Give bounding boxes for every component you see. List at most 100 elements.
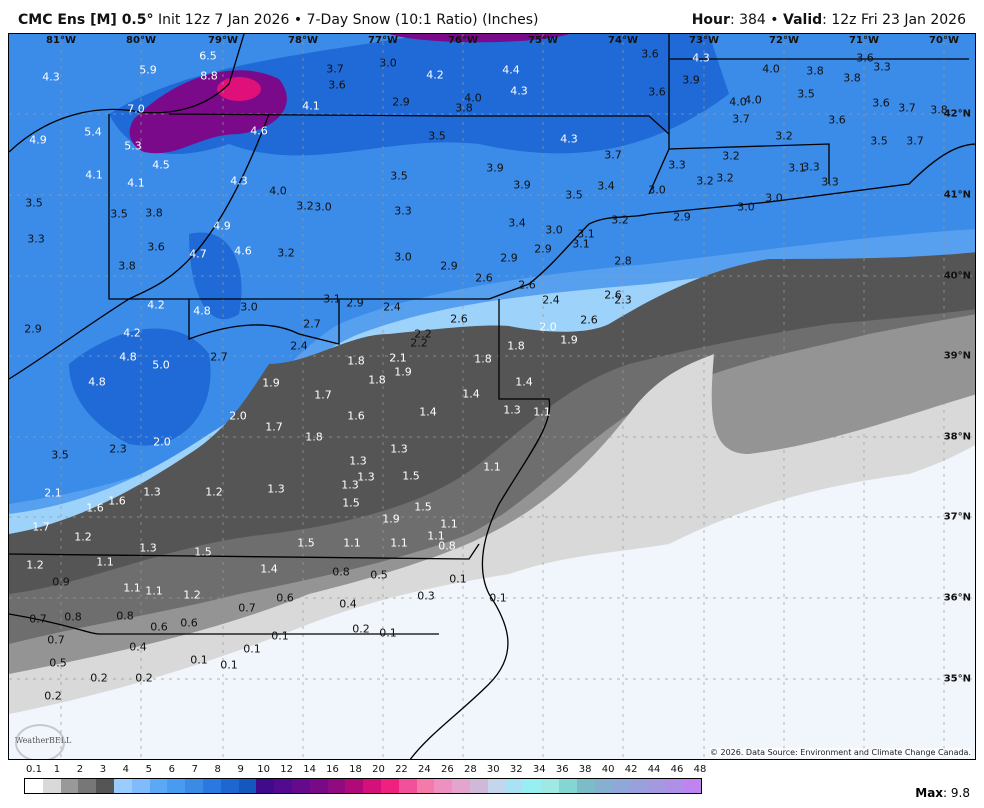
snowfall-value: 3.5	[390, 169, 408, 183]
snowfall-value: 3.3	[668, 158, 686, 172]
snowfall-value: 3.8	[118, 259, 136, 273]
snowfall-value: 3.4	[508, 216, 526, 230]
snowfall-value: 0.8	[64, 610, 82, 624]
snowfall-value: 3.0	[394, 250, 412, 264]
colorbar-tick-label: 1	[53, 764, 61, 775]
snowfall-value: 0.4	[129, 640, 147, 654]
snowfall-value: 2.9	[534, 242, 552, 256]
colorbar-swatch	[42, 779, 61, 793]
snowfall-value: 5.4	[84, 125, 102, 139]
snowfall-value: 3.0	[545, 223, 563, 237]
snowfall-value: 6.5	[199, 49, 217, 63]
colorbar-tick-label: 26	[441, 764, 454, 775]
snowfall-value: 2.1	[389, 351, 407, 365]
colorbar-tick-label: 5	[145, 764, 152, 775]
colorbar-tick-label: 20	[372, 764, 385, 775]
weatherbell-logo: WeatherBELL	[15, 724, 71, 759]
snowfall-value: 2.6	[580, 313, 598, 327]
md-va-border	[188, 299, 340, 345]
colorbar-swatch	[274, 779, 292, 793]
colorbar-tick-label: 3	[99, 764, 107, 775]
snowfall-map[interactable]: 81°W 80°W 79°W 78°W 77°W 76°W 75°W 74°W 73°W 72°W…	[8, 33, 976, 760]
snowfall-value: 1.2	[26, 558, 44, 572]
snowfall-value: 3.9	[682, 73, 700, 87]
snowfall-value: 4.3	[230, 174, 248, 188]
colorbar-swatch	[25, 779, 43, 793]
snowfall-value: 3.7	[732, 112, 750, 126]
field-near-zero	[9, 445, 975, 759]
snowfall-value: 1.1	[440, 517, 458, 531]
snowfall-value: 0.8	[438, 539, 456, 553]
snowfall-value: 3.2	[722, 149, 740, 163]
va-nc-border	[9, 543, 480, 635]
snowfall-value: 4.9	[29, 133, 47, 147]
snowfall-value: 2.7	[303, 317, 321, 331]
colorbar-swatch	[683, 779, 702, 793]
field-heavy-snow	[129, 34, 569, 154]
snowfall-value: 2.4	[542, 293, 560, 307]
snowfall-value: 1.7	[314, 388, 332, 402]
separator: •	[293, 12, 303, 28]
longitude-label: 73°W	[689, 35, 719, 46]
colorbar-swatch	[452, 779, 470, 793]
colorbar-tick-label: 4	[122, 764, 130, 775]
logo-swirl-icon	[15, 724, 65, 759]
colorbar-swatch	[523, 779, 542, 793]
snowfall-value: 1.8	[305, 430, 323, 444]
snowfall-value: 2.0	[229, 409, 247, 423]
snowfall-value: 3.5	[870, 134, 888, 148]
snowfall-value: 1.8	[474, 352, 492, 366]
colorbar-tick-label: 2	[76, 764, 84, 775]
snowfall-value: 1.3	[341, 478, 359, 492]
field-blue-dark	[69, 34, 729, 446]
colorbar	[24, 778, 702, 794]
snowfall-value: 1.3	[267, 482, 285, 496]
separator: •	[770, 12, 779, 28]
latitude-label: 38°N	[943, 431, 971, 443]
snowfall-value: 3.5	[25, 196, 43, 210]
snowfall-value: 1.1	[96, 555, 114, 569]
colorbar-tick-label: 6	[168, 764, 175, 775]
colorbar-swatch	[149, 779, 168, 793]
colorbar-swatch	[256, 779, 275, 793]
colorbar-swatch	[576, 779, 595, 793]
snowfall-value: 3.5	[110, 207, 128, 221]
snowfall-value: 3.0	[379, 56, 397, 70]
snowfall-value: 4.1	[85, 168, 103, 182]
longitude-label: 81°W	[46, 35, 76, 46]
snowfall-value: 1.1	[123, 581, 141, 595]
latitude-label: 41°N	[943, 189, 971, 201]
snowfall-value: 4.8	[119, 350, 137, 364]
max-value: Max: 9.8	[915, 786, 970, 800]
longitude-label: 77°W	[368, 35, 398, 46]
colorbar-swatch	[363, 779, 381, 793]
snowfall-value: 3.6	[147, 240, 165, 254]
snowfall-value: 0.1	[271, 629, 289, 643]
snowfall-value: 0.6	[180, 616, 198, 630]
snowfall-value: 1.3	[139, 541, 157, 555]
colorbar-tick-label: 9	[237, 764, 244, 775]
snowfall-value: 0.2	[135, 671, 153, 685]
copyright-notice: © 2026. Data Source: Environment and Cli…	[709, 748, 971, 757]
snowfall-value: 1.3	[390, 442, 408, 456]
colorbar-tick-label: 42	[624, 764, 638, 775]
snowfall-value: 3.8	[455, 101, 473, 115]
snowfall-value: 3.8	[145, 206, 163, 220]
snowfall-value: 0.1	[489, 591, 507, 605]
snowfall-value: 0.2	[44, 689, 62, 703]
snowfall-value: 3.0	[240, 300, 258, 314]
snowfall-value: 0.5	[370, 568, 388, 582]
snowfall-value: 3.6	[856, 51, 874, 65]
snowfall-value: 1.1	[533, 405, 551, 419]
model-name: CMC Ens [M] 0.5	[18, 12, 147, 28]
colorbar-swatch	[345, 779, 364, 793]
snowfall-value: 0.4	[339, 597, 357, 611]
snowfall-value: 1.3	[143, 485, 161, 499]
snowfall-value: 2.1	[44, 486, 62, 500]
colorbar-swatch	[238, 779, 257, 793]
snowfall-value: 3.0	[648, 183, 666, 197]
snowfall-value: 3.7	[898, 101, 916, 115]
colorbar-swatch	[309, 779, 328, 793]
colorbar-swatch	[612, 779, 631, 793]
latitude-label: 39°N	[943, 350, 971, 362]
